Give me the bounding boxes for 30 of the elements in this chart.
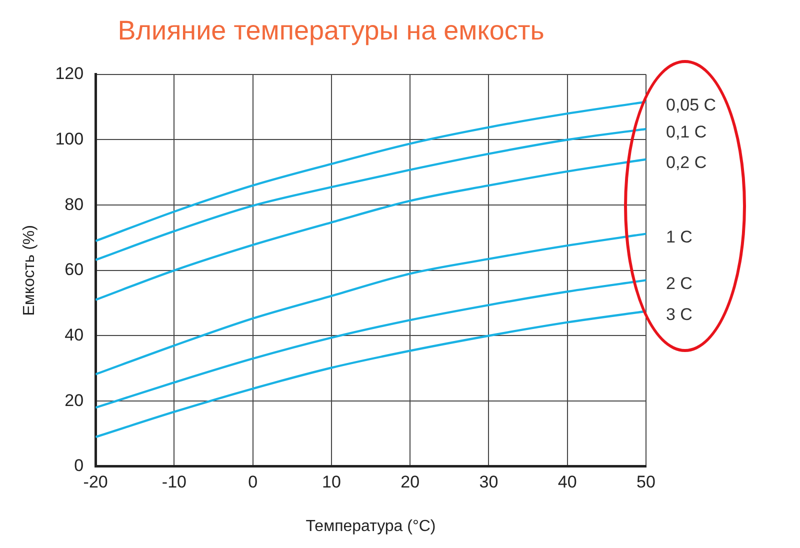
x-axis-title: Температура (°C) [306,518,436,535]
y-tick-label: 100 [55,129,84,148]
line-series [96,158,646,301]
x-tick-label: 0 [248,472,258,492]
y-tick-label: 120 [55,64,84,84]
x-tick-label: 10 [322,472,341,492]
y-tick-label: 20 [64,390,84,410]
x-tick-label: -20 [83,472,108,492]
x-tick-label: 20 [400,472,420,492]
series-label: 1 C [666,228,692,246]
series-label: 0,2 C [666,153,707,172]
line-series [96,232,646,376]
series-label: 0,1 C [666,122,707,142]
line-series [96,128,646,262]
y-axis-title: Емкость (%) [21,225,38,316]
line-series [96,310,646,438]
chart-title: Влияние температуры на емкость [118,16,544,46]
series-label: 2 C [666,274,692,293]
series-label: 0,05 C [666,96,716,115]
line-series [96,100,646,242]
y-tick-label: 0 [74,456,84,476]
y-tick-label: 60 [64,260,84,280]
x-tick-label: -10 [162,472,186,492]
x-tick-label: 30 [479,472,498,492]
y-tick-label: 80 [64,194,84,214]
line-series [96,279,646,409]
x-tick-label: 50 [636,472,656,492]
series-label: 3 C [666,304,692,324]
y-tick-label: 40 [64,325,84,344]
x-tick-label: 40 [558,472,577,492]
